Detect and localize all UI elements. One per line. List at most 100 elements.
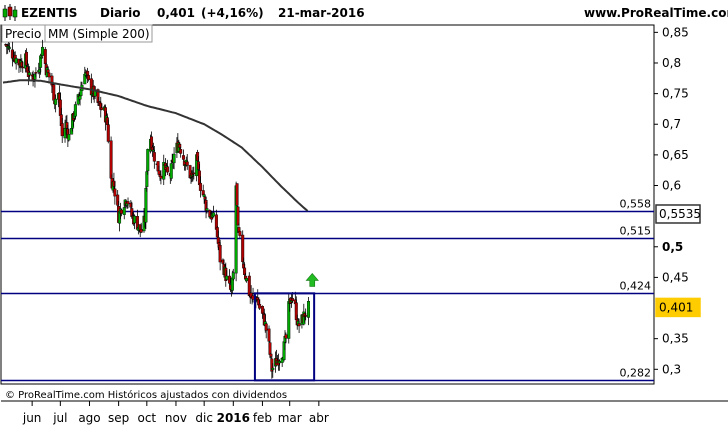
x-tick-label: feb — [253, 411, 272, 425]
candle-body — [178, 144, 182, 148]
y-tick-label: 0,6 — [662, 179, 681, 193]
x-tick-label: dic — [195, 411, 213, 425]
candle — [87, 74, 91, 82]
candle — [133, 214, 137, 230]
candle — [126, 197, 130, 209]
candle-body — [40, 57, 44, 59]
candle-body — [100, 107, 104, 110]
y-tick-label: 0,3 — [662, 362, 681, 376]
candle — [198, 176, 202, 198]
candle-body — [8, 47, 12, 49]
candle-body — [268, 342, 272, 355]
candle — [40, 39, 44, 57]
candle-body — [165, 166, 169, 173]
candle-body — [126, 201, 130, 205]
candle — [159, 170, 163, 185]
candle-body — [258, 304, 262, 309]
candle — [119, 208, 123, 217]
candle — [106, 119, 110, 144]
candle-body — [109, 140, 113, 179]
candle — [231, 268, 235, 281]
candle-body — [78, 95, 82, 100]
candle-body — [244, 278, 248, 282]
candle — [218, 239, 222, 271]
candle — [244, 278, 248, 283]
candle-body — [144, 188, 148, 223]
candle-body — [169, 163, 173, 179]
candle — [54, 94, 58, 113]
level-0424-label: 0,424 — [620, 280, 652, 293]
candle-body — [236, 206, 240, 226]
symbol-name: EZENTIS — [21, 6, 77, 20]
candle — [40, 56, 44, 59]
candle — [14, 57, 18, 70]
candle-body — [260, 305, 264, 314]
candle-body — [25, 51, 29, 66]
level-0515-label: 0,515 — [620, 225, 652, 238]
candle-body — [235, 183, 239, 206]
candle-body — [159, 176, 163, 179]
candle-body — [277, 361, 281, 364]
candle-body — [73, 104, 77, 117]
candle-body — [225, 275, 229, 280]
candle-body — [172, 153, 176, 164]
candle — [25, 48, 29, 70]
candle-body — [39, 55, 43, 68]
candle-body — [21, 66, 25, 69]
candle — [60, 117, 64, 144]
candle-body — [238, 231, 242, 236]
range-box — [253, 292, 316, 382]
price-value-badge-box — [655, 297, 701, 318]
candle — [241, 230, 245, 267]
ma-value-badge: 0,5535 — [655, 204, 701, 224]
candle — [212, 205, 216, 217]
level-0558-label: 0,558 — [620, 198, 652, 211]
x-tick-label: mar — [278, 411, 302, 425]
x-tick-label: jun — [22, 411, 42, 425]
candle — [165, 159, 169, 176]
candle — [162, 154, 166, 186]
candle — [144, 184, 148, 230]
candle-body — [179, 149, 183, 154]
candle-body — [146, 149, 150, 172]
y-tick-label: 0,75 — [662, 87, 689, 101]
ma200-line — [2, 79, 309, 212]
candle-body — [145, 171, 149, 187]
candle-body — [152, 152, 156, 162]
candle — [258, 299, 262, 310]
candle — [185, 154, 189, 170]
candle — [34, 67, 38, 78]
candle — [181, 149, 185, 162]
candle — [146, 148, 150, 175]
candle-body — [218, 245, 222, 263]
y-tick-label: 0,65 — [662, 148, 689, 162]
candle-body — [162, 162, 166, 180]
candle-body — [188, 165, 192, 179]
plot-frame — [0, 24, 655, 385]
candle-body — [54, 98, 58, 105]
candle — [271, 363, 275, 378]
candle — [236, 205, 240, 226]
price-value-badge: 0,401 — [655, 297, 701, 318]
candle-body — [43, 49, 47, 65]
candle-body — [34, 72, 38, 74]
candle-body — [46, 69, 50, 73]
y-tick-label: 0,5 — [662, 240, 683, 254]
candle-body — [139, 229, 143, 233]
candle-body — [284, 334, 288, 339]
candle-body — [87, 75, 91, 80]
candle — [100, 103, 104, 111]
candle — [297, 318, 301, 333]
candle — [304, 308, 308, 321]
candle-body — [14, 58, 18, 64]
candle-body — [119, 209, 123, 214]
candle — [264, 322, 268, 339]
candle — [172, 147, 176, 170]
candle-body — [231, 272, 235, 280]
candle-body — [192, 172, 196, 175]
level-0282-label: 0,282 — [620, 367, 652, 380]
candle-body — [40, 46, 44, 56]
ma-value-badge-label: 0,5535 — [659, 207, 701, 221]
candle-body — [205, 208, 209, 211]
